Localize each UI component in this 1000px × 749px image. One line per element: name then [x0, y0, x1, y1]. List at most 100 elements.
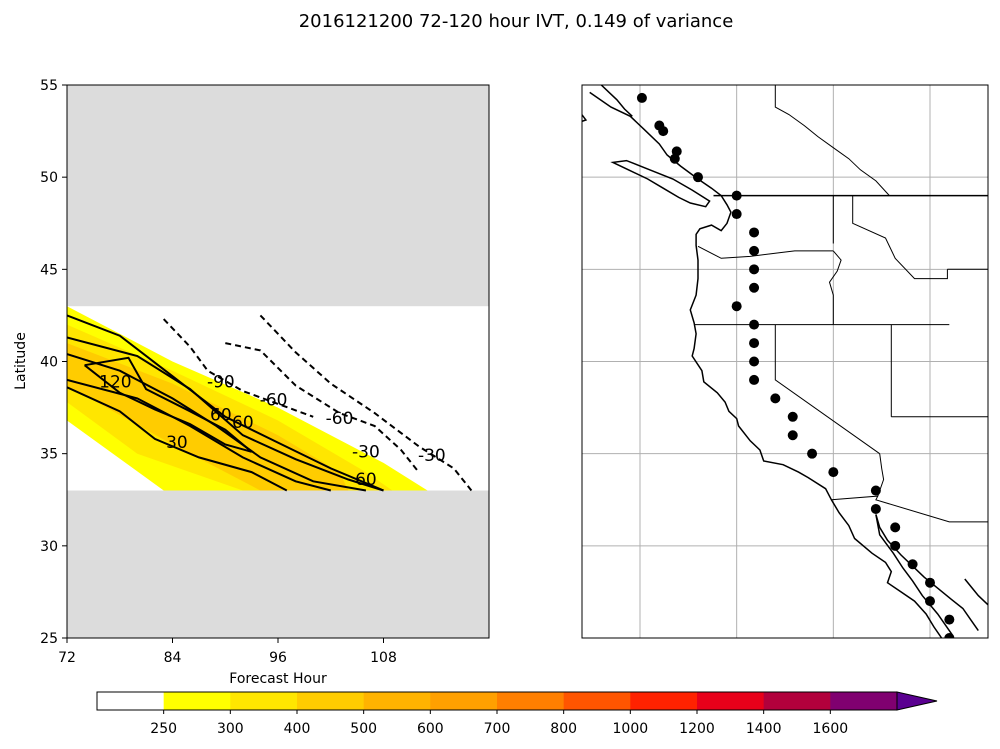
state-border [774, 324, 880, 455]
station-marker [787, 430, 798, 441]
contour-label: -60 [326, 409, 354, 429]
contour-label: -90 [207, 372, 235, 392]
colorbar-tick-label: 1400 [746, 721, 782, 737]
x-tick-label: 108 [370, 650, 397, 666]
contour-line [225, 342, 420, 473]
station-marker [925, 577, 935, 588]
map-borders [694, 85, 988, 523]
station-marker [890, 522, 901, 533]
y-tick-label: 25 [40, 631, 58, 647]
contour-line [67, 386, 288, 492]
station-marker [787, 411, 798, 422]
colorbar-segment [563, 692, 631, 710]
coastline [875, 514, 954, 637]
station-marker [749, 374, 760, 385]
y-tick-label: 50 [40, 170, 58, 186]
colorbar-segment [697, 692, 765, 710]
station-marker [907, 559, 918, 570]
map-coastline [582, 85, 988, 638]
station-marker [944, 614, 955, 625]
masked-region [67, 85, 489, 307]
station-marker [658, 126, 669, 137]
coastline [964, 578, 988, 606]
contour-line [259, 314, 473, 492]
colorbar-tick-label: 600 [417, 721, 444, 737]
station-markers [636, 92, 955, 638]
colorbar-tick-label: 700 [484, 721, 511, 737]
state-border [877, 453, 885, 497]
y-tick-label: 35 [40, 447, 58, 463]
contour-label: -60 [260, 391, 288, 411]
station-map [581, 84, 989, 639]
colorbar-segment [763, 692, 831, 710]
colorbar-tick-label: 800 [550, 721, 577, 737]
contour-label: 60 [210, 405, 232, 425]
x-tick-label: 96 [269, 650, 287, 666]
colorbar-segment [830, 692, 898, 710]
contour-line [67, 314, 384, 492]
island [610, 159, 711, 208]
contour-label: -30 [418, 446, 446, 466]
station-marker [749, 227, 760, 238]
coastline [875, 514, 979, 632]
colorbar-segment [230, 692, 298, 710]
contour-lines [67, 314, 473, 492]
chart-title: 2016121200 72-120 hour IVT, 0.149 of var… [299, 11, 734, 32]
state-border [831, 495, 988, 523]
contour-label: 60 [355, 470, 377, 490]
y-axis-label: Latitude [13, 332, 29, 390]
state-border [774, 85, 890, 196]
station-marker [669, 153, 680, 164]
contour-label: 30 [166, 433, 188, 453]
colorbar-extend-arrow [896, 691, 938, 711]
x-tick-label: 84 [164, 650, 182, 666]
y-tick-label: 40 [40, 355, 58, 371]
colorbar-tick-label: 400 [284, 721, 311, 737]
contour-label: 120 [99, 372, 131, 392]
colorbar-tick-label: 300 [217, 721, 244, 737]
station-marker [636, 92, 647, 103]
colorbar-segment [630, 692, 698, 710]
station-marker [731, 209, 742, 220]
y-tick-label: 55 [40, 78, 58, 94]
contour-line [67, 336, 384, 492]
colorbar-tick-label: 1200 [679, 721, 715, 737]
station-marker [749, 264, 760, 275]
masked-regions [67, 85, 489, 638]
station-marker [749, 245, 760, 256]
station-marker [890, 540, 901, 551]
state-border [697, 245, 834, 259]
station-marker [693, 172, 703, 183]
contour-label: 60 [232, 413, 254, 433]
colorbar-tick-label: 250 [150, 721, 177, 737]
x-tick-label: 72 [58, 650, 76, 666]
station-marker [870, 485, 881, 496]
colorbar-tick-label: 500 [350, 721, 377, 737]
contour-line [162, 318, 314, 418]
colorbar-tick-label: 1600 [813, 721, 849, 737]
colorbar-segment [430, 692, 498, 710]
station-marker [731, 190, 742, 201]
map-gridlines [582, 85, 988, 638]
filled-band-300 [67, 324, 393, 491]
coastline [600, 85, 633, 117]
station-marker [828, 467, 839, 478]
map-frame [581, 84, 989, 639]
state-border [828, 250, 842, 325]
colorbar-segment [297, 692, 365, 710]
station-marker [749, 356, 760, 367]
y-tick-label: 30 [40, 539, 58, 555]
station-marker [731, 301, 742, 312]
colorbar-segment [363, 692, 431, 710]
colorbar-segment [497, 692, 565, 710]
contour-line [67, 378, 332, 492]
station-marker [770, 393, 781, 404]
filled-contours [67, 306, 428, 491]
station-marker [749, 338, 760, 349]
x-axis-ticks: 72 84 96 108 [58, 638, 397, 666]
y-tick-label: 45 [40, 262, 58, 278]
contour-label: -30 [352, 442, 380, 462]
